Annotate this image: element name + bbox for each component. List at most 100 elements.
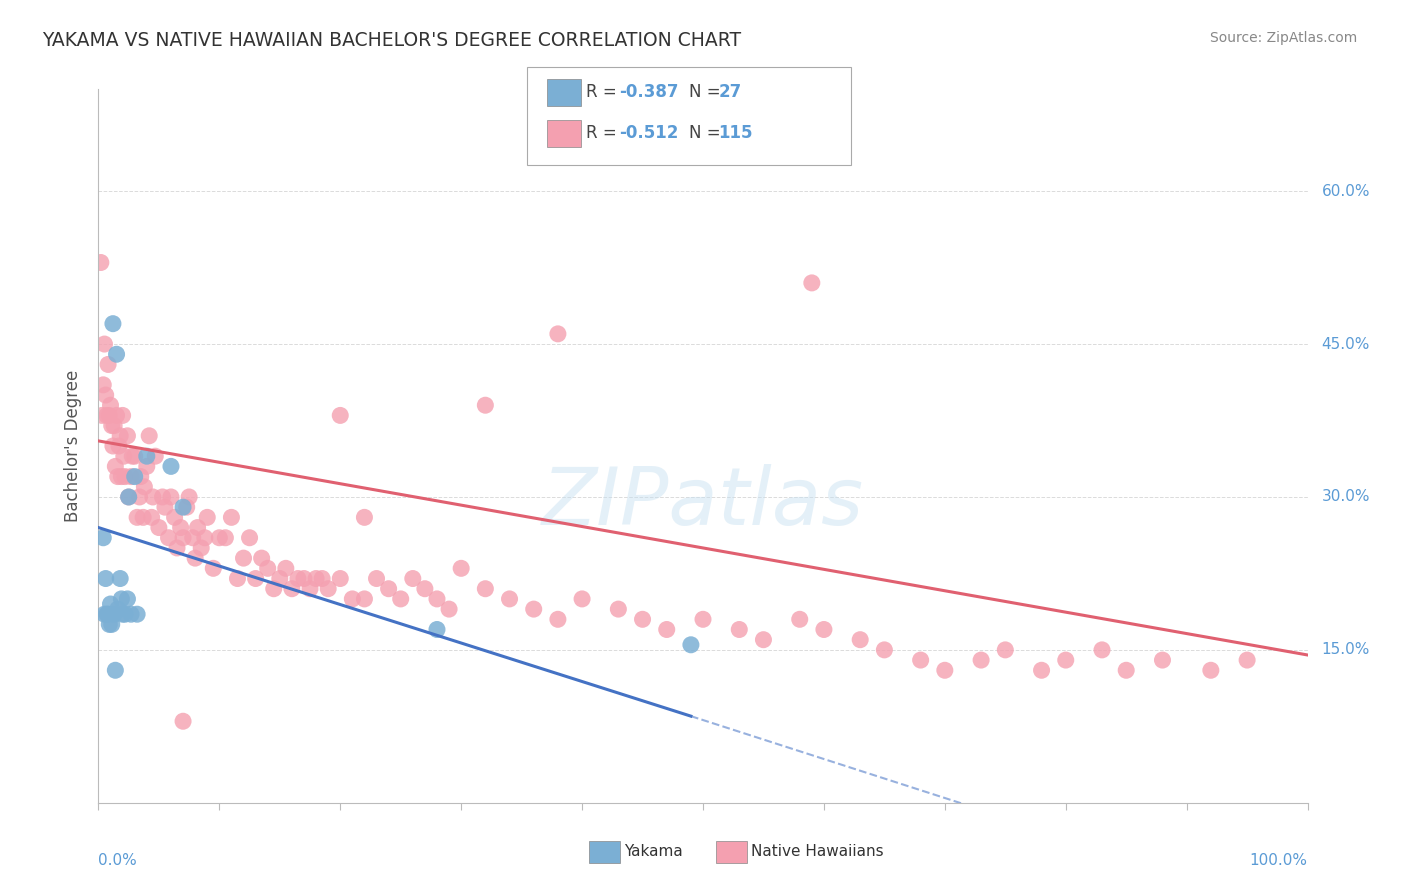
Point (873, 643, 896, 657)
Point (226, 572, 249, 586)
Point (169, 520, 191, 534)
Point (281, 582, 304, 596)
Point (239, 531, 262, 545)
Point (377, 582, 399, 596)
Point (342, 591, 364, 606)
Text: R =: R = (586, 124, 623, 142)
Point (692, 612, 714, 626)
Point (114, 607, 136, 622)
Point (160, 490, 183, 504)
Point (124, 469, 146, 483)
Point (571, 591, 593, 606)
Y-axis label: Bachelor's Degree: Bachelor's Degree (65, 370, 83, 522)
Point (103, 607, 125, 622)
Point (110, 469, 132, 483)
Text: 30.0%: 30.0% (1322, 490, 1369, 505)
Point (152, 490, 174, 504)
Point (97, 358, 120, 372)
Point (450, 561, 472, 575)
Point (910, 653, 932, 667)
Point (547, 612, 569, 626)
Text: R =: R = (586, 83, 623, 101)
Point (232, 551, 254, 566)
Point (111, 409, 134, 423)
Point (114, 469, 136, 483)
Point (141, 510, 163, 524)
Point (128, 490, 150, 504)
Point (104, 459, 127, 474)
Point (163, 510, 186, 524)
Point (298, 582, 321, 596)
Point (752, 632, 775, 647)
Point (96, 607, 118, 622)
Point (184, 551, 207, 566)
Point (498, 591, 520, 606)
Text: 45.0%: 45.0% (1322, 336, 1369, 351)
Point (127, 607, 149, 622)
Point (143, 449, 166, 463)
Point (413, 582, 436, 596)
Point (177, 490, 201, 504)
Point (187, 520, 209, 534)
Point (127, 510, 149, 524)
Point (100, 418, 122, 433)
Point (292, 572, 315, 586)
Point (135, 459, 157, 474)
Point (195, 510, 218, 524)
Point (100, 617, 122, 632)
Point (269, 572, 291, 586)
Point (172, 531, 194, 545)
Point (287, 572, 309, 586)
Point (311, 572, 333, 586)
Point (94, 388, 117, 402)
Point (172, 500, 194, 515)
Point (135, 449, 157, 463)
Point (389, 591, 412, 606)
Point (329, 409, 352, 423)
Point (124, 449, 146, 463)
Point (426, 591, 449, 606)
Point (134, 480, 156, 494)
Point (366, 572, 388, 586)
Point (176, 500, 198, 515)
Point (108, 429, 131, 443)
Point (728, 623, 751, 637)
Point (245, 572, 267, 586)
Point (142, 490, 165, 504)
Point (120, 607, 142, 622)
Point (91, 409, 114, 423)
Text: 115: 115 (718, 124, 754, 142)
Point (98, 617, 121, 632)
Point (329, 572, 352, 586)
Point (1152, 653, 1174, 667)
Point (263, 582, 285, 596)
Point (100, 597, 122, 611)
Point (91, 531, 114, 545)
Point (101, 439, 124, 453)
Point (91, 377, 114, 392)
Point (250, 551, 273, 566)
Point (256, 561, 278, 575)
Point (402, 572, 425, 586)
Point (970, 653, 993, 667)
Text: Native Hawaiians: Native Hawaiians (751, 845, 883, 859)
Point (105, 409, 128, 423)
Point (353, 591, 375, 606)
Point (679, 638, 702, 652)
Point (813, 623, 835, 637)
Point (94, 572, 117, 586)
Point (118, 490, 141, 504)
Point (160, 459, 183, 474)
Point (214, 531, 236, 545)
Point (104, 663, 127, 677)
Text: 0.0%: 0.0% (98, 853, 138, 868)
Point (112, 449, 135, 463)
Text: N =: N = (689, 124, 725, 142)
Point (789, 612, 811, 626)
Point (631, 612, 654, 626)
Point (934, 663, 956, 677)
Point (148, 520, 170, 534)
Point (221, 510, 243, 524)
Text: 27: 27 (718, 83, 742, 101)
Point (1054, 653, 1077, 667)
